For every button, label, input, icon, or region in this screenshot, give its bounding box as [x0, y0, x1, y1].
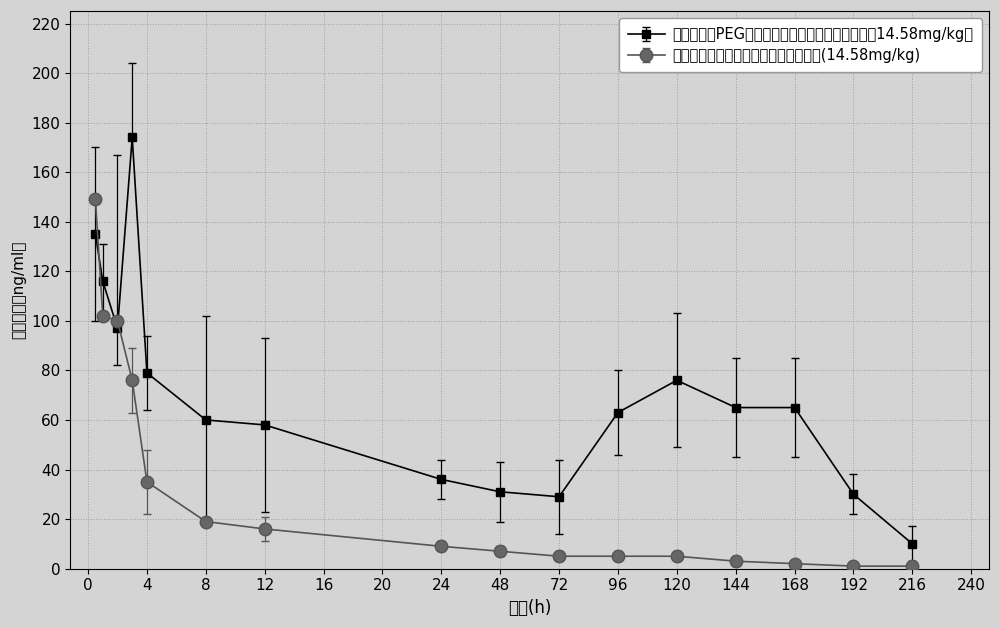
Legend: 肌肉注射经PEG修饰的黄体酮纳米粒药时曲线图（14.58mg/kg）, 肌肉注射传统黄体酮纳米粒药时曲线图(14.58mg/kg): 肌肉注射经PEG修饰的黄体酮纳米粒药时曲线图（14.58mg/kg）, 肌肉注射… [619, 18, 982, 72]
Y-axis label: 血药浓度（ng/ml）: 血药浓度（ng/ml） [11, 241, 26, 339]
X-axis label: 时间(h): 时间(h) [508, 599, 551, 617]
